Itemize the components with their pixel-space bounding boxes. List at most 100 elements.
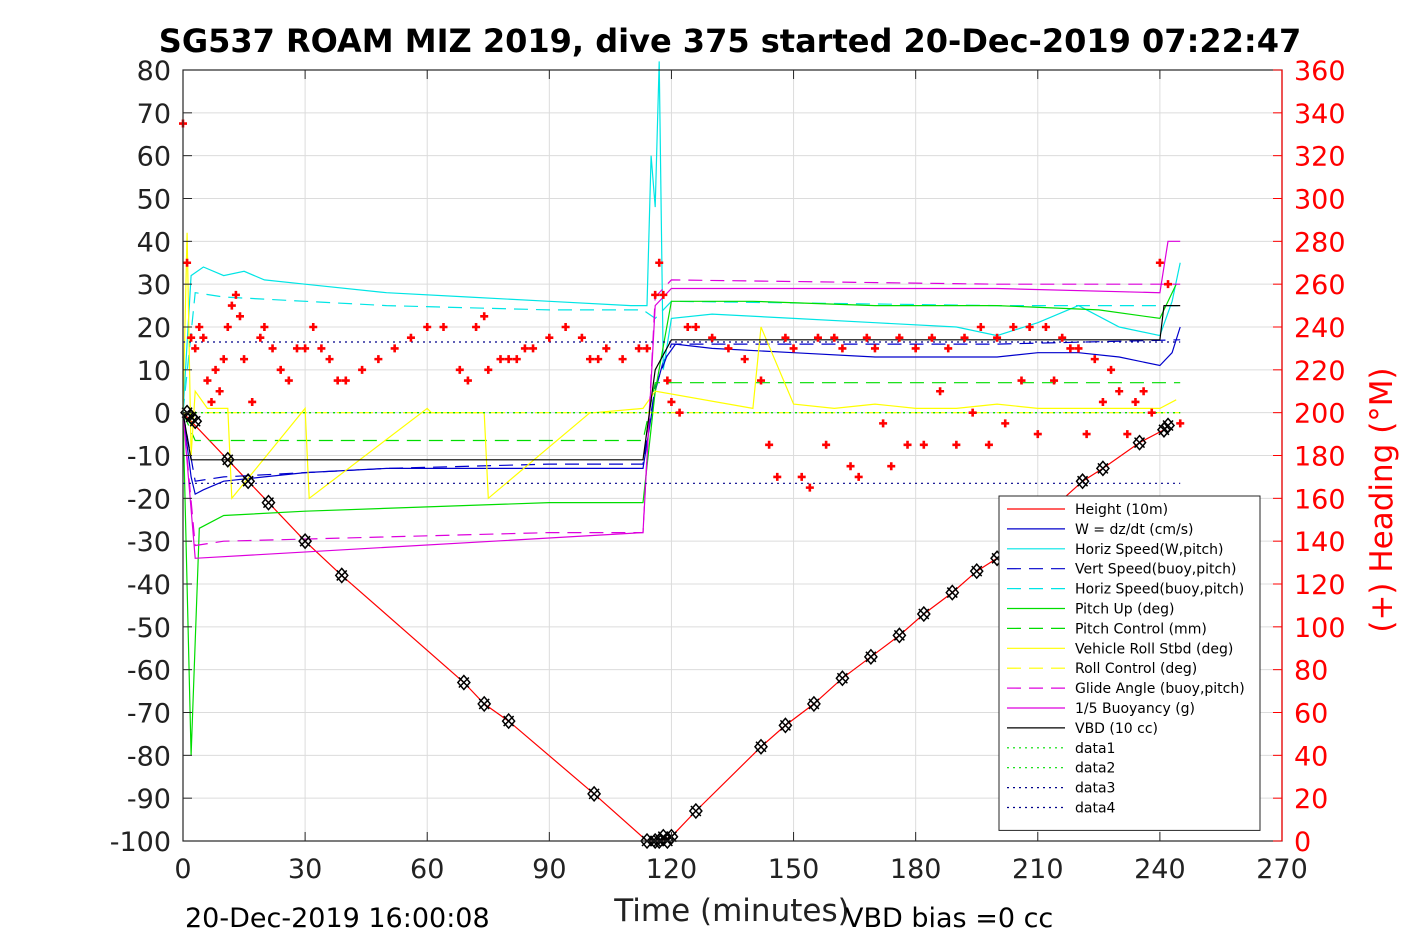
vbd-marker <box>916 605 931 623</box>
marker-layer <box>179 119 1185 850</box>
legend-item-label: Horiz Speed(W,pitch) <box>1075 542 1223 558</box>
heading-marker <box>993 333 1002 342</box>
heading-marker <box>577 333 586 342</box>
x-tick-label: 240 <box>1134 854 1186 885</box>
heading-marker <box>659 290 668 299</box>
heading-marker <box>1090 355 1099 364</box>
heading-marker <box>895 333 904 342</box>
legend-item-label: Roll Control (deg) <box>1075 661 1197 677</box>
heading-marker <box>268 344 277 353</box>
heading-marker <box>1009 323 1018 331</box>
heading-marker <box>561 323 570 331</box>
heading-marker <box>708 333 717 342</box>
heading-marker <box>862 333 871 342</box>
heading-marker <box>822 440 831 449</box>
heading-marker <box>439 323 448 331</box>
legend-item-label: data4 <box>1075 801 1116 817</box>
tick-labels: 0 30 60 90 120 150 180 210 240 270 80 70 60 50 40 30 20 1… <box>110 56 1346 885</box>
heading-marker <box>480 312 489 321</box>
y-right-tick-label: 20 <box>1294 784 1328 815</box>
heading-marker <box>960 333 969 342</box>
heading-marker <box>903 440 912 449</box>
heading-marker <box>390 344 399 353</box>
heading-marker <box>976 323 985 331</box>
y-left-tick-label: 0 <box>154 399 171 430</box>
heading-marker <box>952 440 961 449</box>
heading-marker <box>1123 430 1132 439</box>
heading-marker <box>1147 408 1156 417</box>
y-left-tick-label: -40 <box>127 570 171 601</box>
heading-marker <box>663 376 672 385</box>
heading-marker <box>936 387 945 396</box>
y-right-axis-label: (+) Heading (°M) <box>1364 367 1400 632</box>
vbd-marker <box>969 562 984 580</box>
legend-item-label: data2 <box>1075 761 1115 777</box>
heading-marker <box>1176 419 1185 428</box>
heading-marker <box>765 440 774 449</box>
vbd-marker <box>1161 417 1176 434</box>
y-left-tick-label: 80 <box>137 56 171 87</box>
heading-marker <box>1164 280 1173 289</box>
heading-marker <box>634 344 643 353</box>
legend-item-label: W = dz/dt (cm/s) <box>1075 522 1194 538</box>
y-right-tick-label: 80 <box>1294 656 1328 687</box>
heading-marker <box>406 333 415 342</box>
y-right-tick-label: 340 <box>1294 99 1346 130</box>
heading-marker <box>879 419 888 428</box>
heading-marker <box>1098 397 1107 406</box>
heading-marker <box>248 397 257 406</box>
vbd-marker <box>298 533 313 550</box>
legend-item-label: Horiz Speed(buoy,pitch) <box>1075 582 1244 598</box>
heading-marker <box>227 301 236 310</box>
heading-marker <box>854 472 863 481</box>
y-left-tick-label: -60 <box>127 656 171 687</box>
legend-item-label: Glide Angle (buoy,pitch) <box>1075 681 1245 697</box>
vbd-marker <box>1095 460 1110 477</box>
heading-marker <box>292 344 301 353</box>
heading-marker <box>187 333 196 342</box>
heading-marker <box>301 344 310 353</box>
y-left-tick-label: 60 <box>137 142 171 173</box>
heading-marker <box>455 365 464 374</box>
heading-marker <box>1115 387 1124 396</box>
chart-title: SG537 ROAM MIZ 2019, dive 375 started 20… <box>159 22 1301 60</box>
heading-marker <box>504 355 513 364</box>
heading-marker <box>529 344 538 353</box>
heading-marker <box>789 344 798 353</box>
legend-item-label: Pitch Control (mm) <box>1075 621 1207 637</box>
heading-marker <box>756 376 765 385</box>
legend-item-label: Height (10m) <box>1075 502 1168 518</box>
heading-marker <box>1139 387 1148 396</box>
vbd-marker <box>1132 434 1147 451</box>
vbd-marker <box>863 648 878 665</box>
series-line-9 <box>182 279 1181 547</box>
y-right-tick-label: 240 <box>1294 313 1346 344</box>
vbd-marker <box>456 674 471 691</box>
heading-marker <box>520 344 529 353</box>
y-left-tick-label: -20 <box>127 484 171 515</box>
y-left-tick-label: 50 <box>137 185 171 216</box>
heading-marker <box>1025 323 1034 331</box>
y-left-tick-label: 10 <box>137 356 171 387</box>
heading-marker <box>463 376 472 385</box>
heading-marker <box>675 408 684 417</box>
heading-marker <box>1041 323 1050 331</box>
heading-marker <box>602 344 611 353</box>
heading-marker <box>927 333 936 342</box>
heading-marker <box>1082 430 1091 439</box>
heading-marker <box>830 333 839 342</box>
heading-marker <box>984 440 993 449</box>
x-tick-label: 270 <box>1256 854 1308 885</box>
series-line-4 <box>182 292 1181 413</box>
vbd-marker <box>477 695 492 713</box>
heading-marker <box>191 344 200 353</box>
x-tick-label: 90 <box>532 854 566 885</box>
heading-marker <box>887 462 896 471</box>
vbd-marker <box>754 738 768 755</box>
heading-marker <box>276 365 285 374</box>
y-right-tick-label: 160 <box>1294 484 1346 515</box>
heading-marker <box>333 376 342 385</box>
heading-marker <box>358 365 367 374</box>
y-right-tick-label: 260 <box>1294 270 1346 301</box>
